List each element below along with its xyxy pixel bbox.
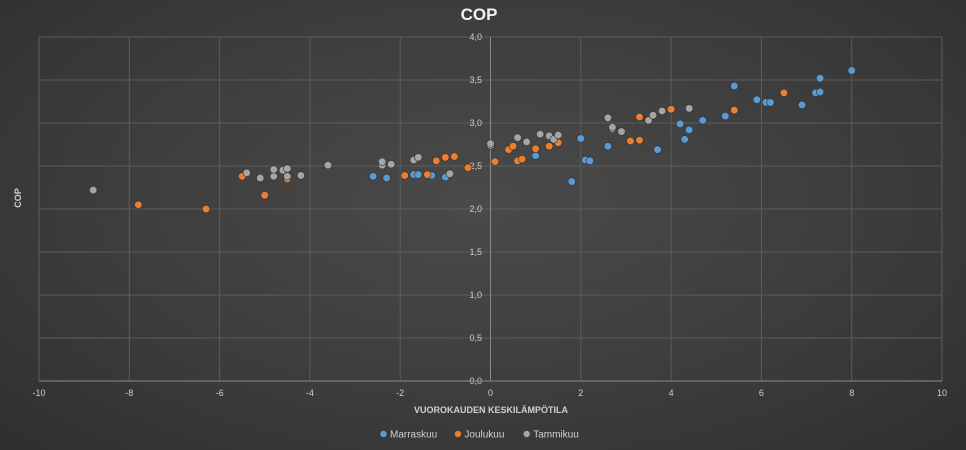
y-axis-ticks: 0,00,51,01,52,02,53,03,54,0: [469, 32, 482, 386]
point-marraskuu: [531, 151, 540, 160]
point-marraskuu: [567, 177, 576, 186]
x-axis-ticks: -10 -8 -6 -4 -2 0 2 4 6 8 10: [32, 388, 947, 398]
x-tick-label: 6: [759, 388, 764, 398]
point-marraskuu: [815, 74, 825, 83]
x-tick-label: 4: [669, 388, 674, 398]
point-marraskuu: [680, 135, 689, 144]
point-joulukuu: [545, 142, 554, 151]
point-tammikuu: [283, 164, 292, 173]
x-tick-label: -10: [32, 388, 45, 398]
point-tammikuu: [554, 130, 563, 140]
point-marraskuu: [414, 170, 423, 179]
point-joulukuu: [423, 170, 432, 179]
point-tammikuu: [283, 172, 292, 181]
point-marraskuu: [576, 134, 585, 143]
point-tammikuu: [89, 185, 98, 195]
point-joulukuu: [508, 142, 518, 151]
legend-marker-joulukuu: [454, 430, 462, 438]
point-marraskuu: [797, 100, 807, 110]
point-joulukuu: [626, 136, 635, 146]
point-joulukuu: [134, 200, 143, 209]
legend: Marraskuu Joulukuu Tammikuu: [380, 430, 579, 441]
point-marraskuu: [730, 81, 739, 91]
point-tammikuu: [648, 111, 658, 120]
x-tick-label: 10: [937, 388, 947, 398]
legend-label: Marraskuu: [390, 430, 437, 441]
point-tammikuu: [242, 168, 251, 177]
y-tick-label: 2,0: [469, 204, 482, 214]
point-marraskuu: [382, 173, 391, 183]
point-joulukuu: [450, 152, 459, 161]
point-joulukuu: [730, 105, 739, 115]
point-tammikuu: [608, 123, 617, 132]
point-marraskuu: [698, 116, 707, 125]
point-joulukuu: [779, 88, 789, 97]
y-tick-label: 1,0: [469, 290, 482, 300]
point-joulukuu: [518, 155, 527, 164]
point-joulukuu: [441, 153, 450, 162]
point-tammikuu: [603, 113, 612, 122]
x-tick-label: 0: [488, 388, 493, 398]
point-tammikuu: [685, 104, 694, 113]
point-joulukuu: [531, 144, 540, 153]
point-tammikuu: [644, 116, 653, 125]
point-tammikuu: [256, 173, 265, 183]
y-tick-label: 3,0: [469, 118, 482, 128]
point-marraskuu: [847, 66, 856, 75]
point-joulukuu: [400, 171, 409, 180]
point-marraskuu: [676, 119, 685, 128]
point-tammikuu: [387, 160, 396, 169]
point-tammikuu: [617, 127, 626, 136]
point-marraskuu: [369, 172, 378, 181]
x-tick-label: -2: [396, 388, 404, 398]
legend-marker-tammikuu: [523, 430, 530, 438]
point-tammikuu: [323, 161, 333, 170]
legend-label: Joulukuu: [464, 430, 504, 441]
point-tammikuu: [536, 130, 545, 139]
point-tammikuu: [378, 157, 387, 166]
point-tammikuu: [269, 172, 278, 181]
point-joulukuu: [432, 156, 441, 165]
y-axis-title: COP: [13, 188, 23, 208]
point-marraskuu: [815, 87, 825, 97]
point-tammikuu: [486, 139, 495, 148]
point-marraskuu: [585, 156, 594, 165]
y-tick-label: 1,5: [469, 247, 482, 257]
point-marraskuu: [721, 112, 730, 121]
x-tick-label: 2: [578, 388, 583, 398]
point-tammikuu: [296, 171, 305, 180]
x-tick-label: 8: [849, 388, 854, 398]
point-marraskuu: [752, 95, 761, 104]
point-joulukuu: [635, 112, 644, 122]
point-tammikuu: [269, 165, 278, 174]
x-axis-title: VUOROKAUDEN KESKILÄMPÖTILA: [414, 405, 569, 415]
y-tick-label: 4,0: [469, 32, 482, 42]
x-tick-label: -6: [216, 388, 224, 398]
point-tammikuu: [657, 106, 667, 116]
point-marraskuu: [766, 98, 775, 107]
x-tick-label: -8: [125, 388, 133, 398]
x-tick-label: -4: [306, 388, 314, 398]
point-joulukuu: [666, 105, 676, 114]
point-marraskuu: [653, 145, 662, 154]
point-joulukuu: [201, 204, 211, 214]
point-joulukuu: [490, 157, 500, 166]
data-points: [89, 66, 856, 214]
legend-marker-marraskuu: [380, 430, 387, 438]
y-tick-label: 0,5: [469, 333, 482, 343]
point-joulukuu: [463, 163, 473, 172]
point-tammikuu: [414, 153, 423, 162]
point-joulukuu: [260, 191, 269, 200]
point-tammikuu: [522, 137, 531, 147]
point-marraskuu: [685, 125, 694, 134]
point-marraskuu: [603, 142, 612, 151]
legend-label: Tammikuu: [533, 430, 579, 441]
point-joulukuu: [635, 136, 644, 145]
y-tick-label: 3,5: [469, 75, 482, 85]
y-tick-label: 2,5: [469, 161, 482, 171]
point-tammikuu: [445, 169, 454, 178]
chart-title: COP: [461, 5, 498, 24]
point-tammikuu: [513, 133, 522, 142]
